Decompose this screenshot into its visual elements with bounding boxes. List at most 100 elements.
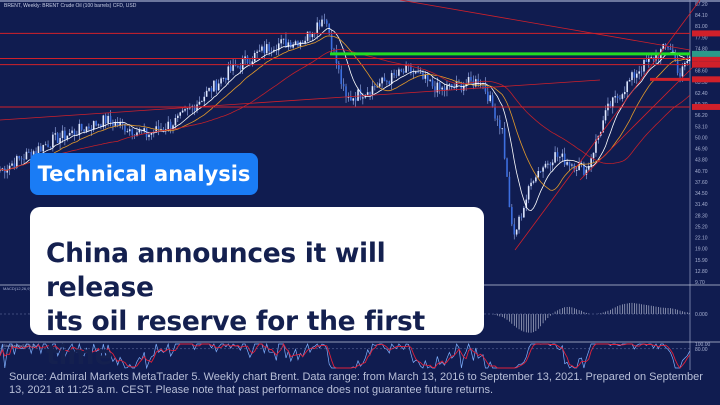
current-price-label	[692, 50, 720, 57]
candle-body	[316, 22, 318, 34]
y-tick-label: 65.50	[695, 80, 708, 86]
candle-body	[417, 72, 419, 74]
candle-body	[78, 123, 81, 136]
y-tick-label: 22.10	[695, 236, 708, 242]
candle-body	[369, 92, 371, 95]
candle-body	[614, 96, 616, 98]
candle-body	[549, 163, 552, 166]
candle-body	[8, 165, 11, 170]
candle-body	[424, 74, 427, 79]
candle-body	[186, 108, 189, 110]
candle-body	[648, 57, 650, 62]
candle-body	[619, 97, 621, 99]
candle-body	[100, 124, 102, 127]
candle-body	[508, 176, 511, 208]
candle-body	[686, 61, 689, 63]
ma-slow-line	[0, 35, 690, 191]
level-price-label	[692, 76, 720, 83]
candle-body	[623, 92, 626, 95]
candle-body	[104, 115, 107, 124]
candle-body	[52, 134, 54, 148]
candle-body	[328, 23, 331, 35]
candle-body	[568, 162, 571, 166]
candle-body	[289, 42, 292, 48]
candle-body	[109, 115, 112, 122]
candle-body	[518, 216, 520, 230]
candle-body	[390, 73, 393, 84]
candle-body	[157, 126, 160, 130]
channel-lower-line	[579, 59, 701, 181]
candle-body	[436, 82, 439, 93]
candle-body	[239, 66, 242, 70]
candle-body	[66, 135, 69, 140]
y-tick-label: 15.90	[695, 258, 708, 264]
candle-body	[496, 118, 499, 120]
candle-body	[626, 81, 628, 93]
candle-body	[571, 164, 573, 166]
candle-body	[645, 60, 648, 62]
candle-body	[412, 72, 415, 74]
candle-body	[217, 83, 220, 91]
candle-body	[261, 46, 263, 51]
level-price-label	[692, 55, 720, 62]
candle-body	[107, 115, 109, 124]
candle-body	[11, 163, 13, 166]
candle-body	[326, 20, 328, 24]
candle-body	[215, 80, 218, 91]
candle-body	[301, 42, 304, 44]
candle-body	[523, 207, 525, 218]
candle-body	[489, 95, 492, 102]
candle-body	[88, 126, 90, 129]
candle-body	[280, 39, 282, 44]
y-tick-label: 81.00	[695, 24, 708, 30]
candle-body	[393, 73, 395, 75]
candle-body	[306, 31, 309, 41]
candle-body	[292, 44, 294, 48]
trend-line	[0, 79, 601, 121]
candle-body	[340, 69, 343, 85]
candle-body	[61, 130, 64, 139]
candle-body	[213, 80, 215, 92]
candle-body	[664, 44, 667, 47]
candle-body	[285, 38, 287, 48]
candle-body	[265, 44, 268, 54]
candle-body	[196, 104, 198, 111]
chart-symbol-header: BRENT, Weekly: BRENT Crude Oil (100 barr…	[4, 3, 137, 9]
candle-body	[68, 133, 71, 136]
descending-trend-line	[399, 0, 691, 51]
headline-card: China announces it will release its oil …	[30, 207, 484, 371]
candle-body	[667, 46, 669, 49]
candle-body	[621, 94, 624, 99]
candle-body	[321, 19, 323, 27]
y-tick-label: 25.20	[695, 224, 708, 230]
candle-body	[491, 95, 494, 107]
candle-body	[124, 124, 126, 132]
candle-body	[169, 121, 172, 129]
candle-body	[246, 56, 249, 63]
candle-body	[189, 107, 191, 109]
candle-body	[602, 120, 604, 133]
candle-body	[532, 181, 535, 183]
stoch-d-line	[0, 342, 691, 369]
candle-body	[338, 63, 340, 70]
candle-body	[0, 170, 1, 172]
candle-body	[114, 122, 117, 126]
candle-body	[429, 79, 431, 81]
candle-body	[587, 165, 590, 170]
candle-body	[253, 52, 256, 62]
candle-body	[465, 84, 467, 86]
candle-body	[554, 152, 556, 163]
candle-body	[150, 132, 153, 135]
candle-body	[167, 121, 170, 130]
candle-body	[352, 98, 355, 101]
candle-body	[616, 96, 619, 98]
candle-body	[172, 125, 174, 129]
candle-body	[551, 162, 554, 166]
candle-body	[378, 83, 381, 87]
candle-body	[95, 121, 97, 126]
candle-body	[25, 151, 28, 160]
candle-body	[47, 144, 49, 147]
candle-body	[208, 87, 210, 91]
candle-body	[441, 87, 443, 90]
ma-long-line	[0, 49, 690, 171]
